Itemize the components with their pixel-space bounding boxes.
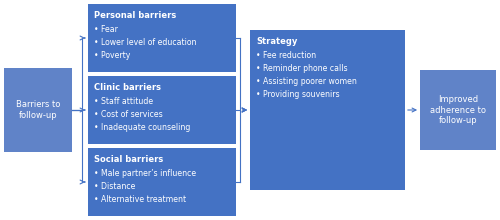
Text: • Staff attitude: • Staff attitude (94, 97, 153, 106)
FancyBboxPatch shape (88, 4, 236, 72)
Text: • Lower level of education: • Lower level of education (94, 38, 196, 47)
Text: • Reminder phone calls: • Reminder phone calls (256, 64, 348, 73)
Text: Improved
adherence to
follow-up: Improved adherence to follow-up (430, 95, 486, 125)
Text: • Providing souvenirs: • Providing souvenirs (256, 90, 340, 99)
FancyBboxPatch shape (88, 148, 236, 216)
Text: Strategy: Strategy (256, 37, 298, 46)
Text: • Cost of services: • Cost of services (94, 110, 163, 119)
Text: Personal barriers: Personal barriers (94, 11, 176, 20)
Text: • Alternative treatment: • Alternative treatment (94, 195, 186, 204)
FancyBboxPatch shape (4, 68, 72, 152)
Text: Social barriers: Social barriers (94, 155, 163, 164)
Text: • Assisting poorer women: • Assisting poorer women (256, 77, 357, 86)
FancyBboxPatch shape (420, 70, 496, 150)
Text: • Inadequate counseling: • Inadequate counseling (94, 123, 190, 132)
Text: Barriers to
follow-up: Barriers to follow-up (16, 100, 60, 120)
Text: • Distance: • Distance (94, 182, 136, 191)
FancyBboxPatch shape (250, 30, 405, 190)
Text: • Fee reduction: • Fee reduction (256, 51, 316, 60)
Text: • Poverty: • Poverty (94, 51, 130, 60)
Text: • Male partner’s influence: • Male partner’s influence (94, 169, 196, 178)
Text: • Fear: • Fear (94, 25, 118, 34)
Text: Clinic barriers: Clinic barriers (94, 83, 161, 92)
FancyBboxPatch shape (88, 76, 236, 144)
